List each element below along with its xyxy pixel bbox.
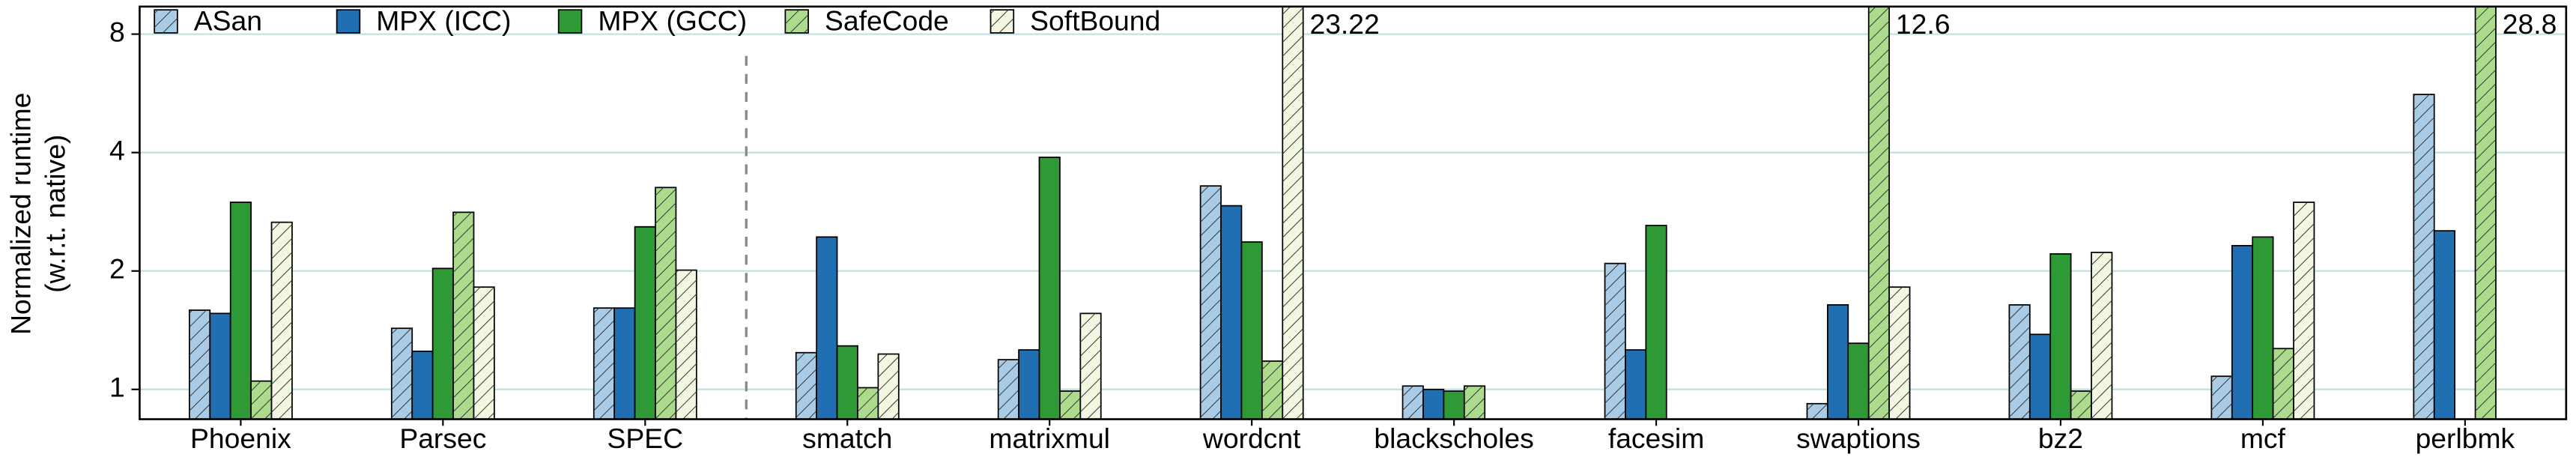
bar-hatch — [1868, 6, 1890, 420]
bar — [209, 312, 231, 420]
bar-hatch — [473, 287, 494, 420]
bar-hatch — [795, 352, 817, 420]
bar — [1422, 388, 1445, 420]
legend-label: MPX (GCC) — [598, 5, 747, 37]
bar — [634, 226, 656, 420]
legend-swatch-hatch — [990, 10, 1014, 33]
bar-hatch — [2211, 376, 2232, 420]
legend-swatch — [557, 9, 583, 34]
bar — [1625, 349, 1647, 420]
x-tick-label: matrixmul — [989, 423, 1110, 454]
bar-hatch — [271, 222, 292, 420]
bar — [2231, 244, 2254, 420]
bar-hatch — [676, 270, 697, 420]
bar-hatch — [1282, 6, 1303, 420]
bar — [1220, 205, 1243, 420]
bar — [1827, 304, 1849, 420]
value-label: 23.22 — [1309, 8, 1379, 40]
bar-hatch — [251, 381, 272, 420]
x-tick-label: swaptions — [1796, 423, 1921, 454]
value-label: 28.8 — [2503, 8, 2557, 40]
x-tick-label: bz2 — [2038, 423, 2083, 454]
bar — [2028, 333, 2052, 420]
bar — [1443, 390, 1465, 420]
bar — [229, 202, 252, 420]
x-tick-label: wordcnt — [1202, 423, 1301, 454]
bar — [836, 345, 858, 420]
bar-hatch — [1604, 263, 1625, 420]
y-axis-label: Normalized runtime — [5, 93, 37, 335]
bar — [2049, 253, 2072, 420]
bar — [2252, 236, 2274, 420]
x-tick-label: SPEC — [607, 423, 684, 454]
x-tick-label: Parsec — [399, 423, 486, 454]
x-tick-label: Phoenix — [190, 423, 291, 454]
bar-hatch — [2413, 94, 2434, 420]
bar-hatch — [1807, 403, 1828, 420]
legend-swatch — [336, 9, 361, 34]
bar-hatch — [2009, 304, 2030, 420]
bar — [1240, 241, 1263, 420]
bar-hatch — [1059, 391, 1081, 420]
bar — [816, 236, 838, 420]
value-label: 12.6 — [1896, 8, 1951, 40]
bar-hatch — [1464, 386, 1485, 420]
bar-hatch — [2294, 202, 2315, 420]
bar — [2433, 230, 2456, 420]
bar — [431, 267, 454, 420]
x-tick-label: blackscholes — [1374, 423, 1533, 454]
bar — [411, 351, 434, 420]
bar — [1847, 342, 1870, 420]
legend-swatch-hatch — [785, 10, 809, 33]
x-tick-label: perlbmk — [2416, 423, 2515, 454]
y-tick-label: 2 — [109, 253, 125, 285]
x-tick-label: facesim — [1608, 423, 1704, 454]
bar-hatch — [998, 360, 1019, 420]
legend-label: SoftBound — [1030, 5, 1160, 37]
y-tick-label: 1 — [109, 372, 125, 403]
legend-label: SafeCode — [825, 5, 949, 37]
bar-hatch — [857, 387, 879, 420]
bar-hatch — [1402, 386, 1423, 420]
bar-hatch — [2070, 391, 2092, 420]
bar — [613, 307, 636, 420]
bar-hatch — [1261, 361, 1283, 420]
bar — [1018, 349, 1040, 420]
bar-hatch — [593, 308, 615, 420]
y-tick-label: 8 — [109, 16, 125, 47]
bar-hatch — [1080, 313, 1101, 420]
bar-hatch — [391, 328, 413, 420]
legend-swatch-hatch — [154, 10, 178, 33]
bar-hatch — [655, 187, 676, 420]
legend-label: MPX (ICC) — [376, 5, 511, 37]
bar-hatch — [2091, 252, 2112, 420]
x-tick-label: smatch — [802, 423, 892, 454]
bar-hatch — [1200, 186, 1222, 420]
bar-hatch — [453, 212, 474, 420]
bar — [1645, 225, 1667, 420]
bar-hatch — [1889, 287, 1910, 420]
plot-frame — [139, 5, 2568, 420]
bar-hatch — [2475, 6, 2496, 420]
bar-hatch — [2273, 348, 2294, 420]
bar-hatch — [878, 354, 899, 420]
y-tick-label: 4 — [109, 134, 125, 166]
bar-hatch — [189, 310, 210, 420]
bar — [1038, 157, 1061, 420]
y-axis-label: (w.r.t. native) — [40, 135, 71, 293]
legend-label: ASan — [194, 5, 262, 37]
x-tick-label: mcf — [2240, 423, 2286, 454]
